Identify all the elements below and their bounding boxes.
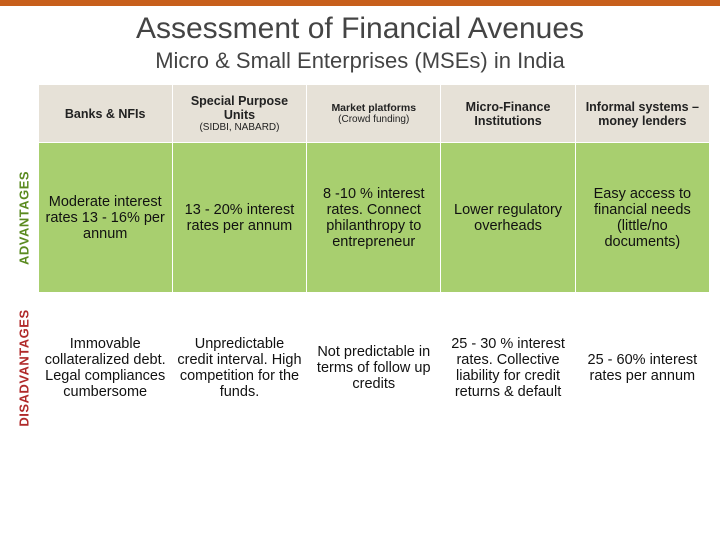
col-header-mfi: Micro-Finance Institutions	[441, 85, 575, 143]
disadvantages-label-cell: DISADVANTAGES	[10, 293, 38, 443]
adv-market: 8 -10 % interest rates. Connect philanth…	[307, 143, 441, 293]
disadvantages-row: DISADVANTAGES Immovable collateralized d…	[10, 293, 710, 443]
advantages-row: ADVANTAGES Moderate interest rates 13 - …	[10, 143, 710, 293]
dis-market: Not predictable in terms of follow up cr…	[307, 293, 441, 443]
col-header-market: Market platforms(Crowd funding)	[307, 85, 441, 143]
decorative-topbar	[0, 0, 720, 6]
advantages-label-cell: ADVANTAGES	[10, 143, 38, 293]
col-header-informal: Informal systems – money lenders	[575, 85, 709, 143]
dis-mfi: 25 - 30 % interest rates. Collective lia…	[441, 293, 575, 443]
adv-spu: 13 - 20% interest rates per annum	[172, 143, 306, 293]
advantages-label: ADVANTAGES	[16, 170, 31, 264]
adv-informal: Easy access to financial needs (little/n…	[575, 143, 709, 293]
adv-banks: Moderate interest rates 13 - 16% per ann…	[38, 143, 172, 293]
disadvantages-label: DISADVANTAGES	[16, 309, 31, 426]
col-header-banks: Banks & NFIs	[38, 85, 172, 143]
page-subtitle: Micro & Small Enterprises (MSEs) in Indi…	[0, 48, 720, 74]
page-title: Assessment of Financial Avenues	[0, 12, 720, 46]
assessment-table: Banks & NFIs Special Purpose Units(SIDBI…	[10, 84, 710, 443]
table-header-row: Banks & NFIs Special Purpose Units(SIDBI…	[10, 85, 710, 143]
col-header-spu: Special Purpose Units(SIDBI, NABARD)	[172, 85, 306, 143]
dis-spu: Unpredictable credit interval. High comp…	[172, 293, 306, 443]
header-spacer	[10, 85, 38, 143]
dis-banks: Immovable collateralized debt. Legal com…	[38, 293, 172, 443]
adv-mfi: Lower regulatory overheads	[441, 143, 575, 293]
dis-informal: 25 - 60% interest rates per annum	[575, 293, 709, 443]
